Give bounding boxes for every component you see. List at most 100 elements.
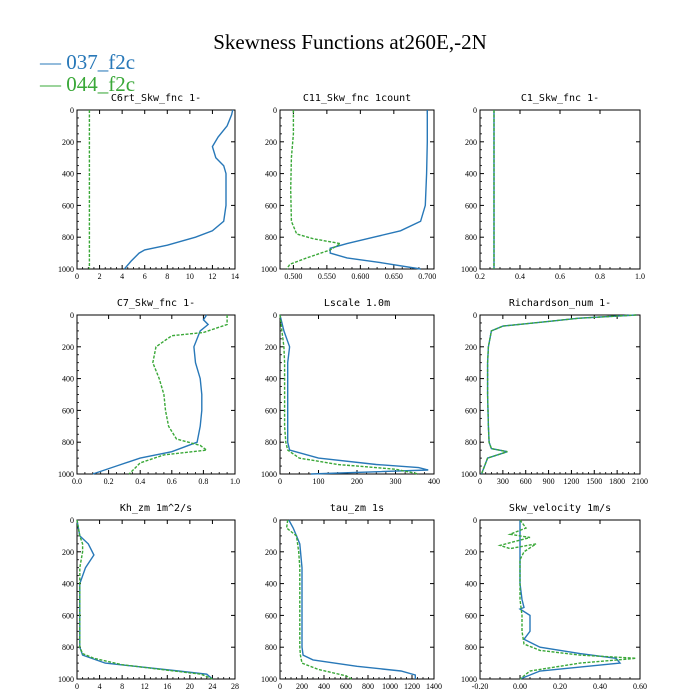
series-line-037_f2c [329, 110, 428, 270]
y-tick-label: 800 [465, 233, 477, 242]
x-tick-label: 8 [165, 272, 169, 281]
y-tick-label: 400 [465, 170, 477, 179]
y-tick-label: 800 [62, 643, 74, 652]
x-tick-label: 1400 [426, 682, 442, 691]
x-tick-label: 20 [186, 682, 194, 691]
panel-2: C1_Skw_fnc 1- 0.2 0.4 0.6 0.8 1.0 0 200 400 600 80… [461, 93, 645, 281]
y-tick-label: 600 [62, 611, 74, 620]
panel-8: Skw_velocity 1m/s -0.20 0.00 0.20 0.40 0.60 0 2… [461, 503, 647, 691]
y-tick-label: 800 [62, 233, 74, 242]
series-line-044_f2c [286, 110, 343, 270]
plot-frame [479, 109, 641, 270]
x-tick-label: 100 [313, 477, 325, 486]
y-tick-label: 600 [62, 201, 74, 210]
y-tick-label: 200 [265, 343, 277, 352]
x-tick-label: 0.6 [555, 272, 565, 281]
y-tick-label: 400 [265, 375, 277, 384]
y-tick-label: 200 [265, 548, 277, 557]
y-tick-label: 200 [62, 138, 74, 147]
y-tick-label: 200 [62, 343, 74, 352]
x-tick-label: 16 [163, 682, 171, 691]
y-tick-label: 0 [70, 311, 74, 320]
x-tick-label: 12 [208, 272, 216, 281]
x-tick-label: 0.2 [475, 272, 485, 281]
x-tick-label: 0.8 [595, 272, 605, 281]
x-tick-label: 1000 [382, 682, 398, 691]
x-tick-label: 12 [141, 682, 149, 691]
x-tick-label: 6 [143, 272, 147, 281]
y-tick-label: 1000 [461, 675, 477, 684]
x-tick-label: 0 [75, 682, 79, 691]
y-tick-label: 400 [62, 170, 74, 179]
x-tick-label: 8 [120, 682, 124, 691]
y-tick-label: 1000 [58, 675, 74, 684]
x-tick-label: 0 [478, 477, 482, 486]
y-tick-label: 1000 [261, 470, 277, 479]
x-tick-label: 2100 [632, 477, 648, 486]
x-tick-label: 0.20 [553, 682, 567, 691]
series-line-037_f2c [123, 109, 234, 270]
x-tick-label: 1500 [586, 477, 602, 486]
panel-title: C1_Skw_fnc 1- [521, 93, 599, 104]
panel-title: Skw_velocity 1m/s [509, 503, 611, 514]
plot-frame [76, 314, 236, 475]
x-tick-label: 0.8 [198, 477, 208, 486]
y-tick-label: 800 [465, 438, 477, 447]
series-line-044_f2c [279, 314, 419, 475]
y-tick-label: 1000 [261, 675, 277, 684]
panel-title: Richardson_num 1- [509, 298, 611, 309]
series-line-037_f2c [76, 519, 213, 680]
x-tick-label: 0.0 [72, 477, 82, 486]
y-tick-label: 800 [265, 233, 277, 242]
y-tick-label: 400 [465, 580, 477, 589]
series-line-044_f2c [285, 519, 352, 680]
y-tick-label: 0 [70, 106, 74, 115]
y-tick-label: 1000 [58, 470, 74, 479]
legend-item-044-f2c: — 044_f2c [40, 72, 136, 96]
y-tick-label: 0 [473, 311, 477, 320]
x-tick-label: 300 [390, 477, 402, 486]
x-tick-label: 0.650 [385, 272, 403, 281]
panel-title: tau_zm 1s [330, 503, 384, 514]
x-tick-label: 300 [497, 477, 509, 486]
x-tick-label: 2 [98, 272, 102, 281]
y-tick-label: 0 [473, 106, 477, 115]
series-line-044_f2c [76, 519, 213, 680]
x-tick-label: 0 [75, 272, 79, 281]
x-tick-label: 1200 [563, 477, 579, 486]
x-tick-label: 200 [296, 682, 308, 691]
x-tick-label: 0.550 [318, 272, 336, 281]
x-tick-label: 600 [520, 477, 532, 486]
panel-5: Richardson_num 1- 0 300 600 900 1200 1500 1800 2… [461, 298, 648, 486]
y-tick-label: 600 [265, 611, 277, 620]
panel-1: C11_Skw_fnc 1count 0.500 0.550 0.600 0.650 0.… [261, 93, 436, 281]
y-tick-label: 800 [465, 643, 477, 652]
x-tick-label: 1200 [404, 682, 420, 691]
y-tick-label: 1000 [461, 470, 477, 479]
x-tick-label: 4 [120, 272, 124, 281]
x-tick-label: 0.00 [513, 682, 527, 691]
y-tick-label: 800 [265, 438, 277, 447]
x-tick-label: 0 [278, 682, 282, 691]
y-tick-label: 1000 [261, 265, 277, 274]
y-tick-label: 200 [62, 548, 74, 557]
y-tick-label: 0 [273, 516, 277, 525]
x-tick-label: 0.500 [284, 272, 302, 281]
y-tick-label: 200 [465, 138, 477, 147]
x-tick-label: 0.700 [418, 272, 436, 281]
panel-3: C7_Skw_fnc 1- 0.0 0.2 0.4 0.6 0.8 1.0 0 200 400 60… [58, 298, 240, 486]
series-line-044_f2c [128, 315, 228, 475]
x-tick-label: 0.6 [167, 477, 177, 486]
panel-4: Lscale 1.0m 0 100 200 300 400 0 200 400 600 800 100… [261, 298, 440, 486]
x-tick-label: 800 [362, 682, 374, 691]
series-line-037_f2c [480, 314, 637, 475]
y-tick-label: 400 [265, 580, 277, 589]
x-tick-label: 200 [351, 477, 363, 486]
legend-item-037-f2c: — 037_f2c [40, 50, 136, 74]
y-tick-label: 600 [62, 406, 74, 415]
x-tick-label: 0.4 [515, 272, 525, 281]
x-tick-label: 600 [340, 682, 352, 691]
y-tick-label: 400 [62, 375, 74, 384]
x-tick-label: 400 [318, 682, 330, 691]
